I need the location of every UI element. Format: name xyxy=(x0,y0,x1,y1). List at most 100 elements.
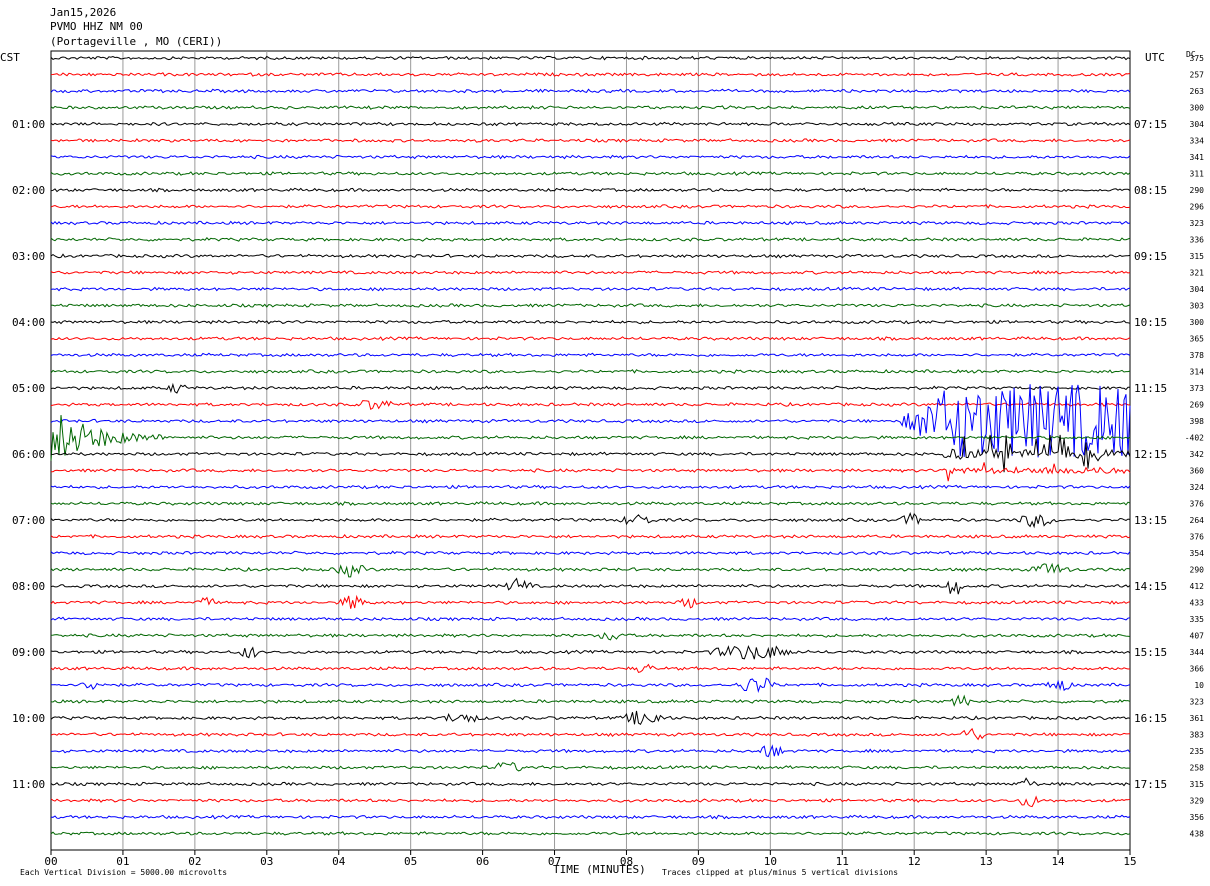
dc-offset-label: 342 xyxy=(1190,450,1205,459)
trace-line-9 xyxy=(50,204,1131,209)
cst-hour-label: 08:00 xyxy=(12,580,45,593)
trace-line-6 xyxy=(50,154,1131,160)
dc-offset-label: 300 xyxy=(1190,318,1205,327)
dc-offset-label: 356 xyxy=(1190,813,1205,822)
dc-offset-label: 366 xyxy=(1190,665,1205,674)
trace-line-12 xyxy=(50,253,1131,259)
dc-offset-label: 398 xyxy=(1190,417,1205,426)
trace-line-41 xyxy=(50,727,1131,741)
trace-line-44 xyxy=(50,777,1131,787)
dc-offset-label: 269 xyxy=(1190,401,1205,410)
utc-hour-label: 10:15 xyxy=(1134,316,1167,329)
trace-line-26 xyxy=(50,484,1131,490)
trace-line-38 xyxy=(50,677,1131,694)
dc-offset-label: 290 xyxy=(1190,566,1205,575)
x-tick-label: 01 xyxy=(116,855,129,868)
x-tick-label: 10 xyxy=(764,855,777,868)
dc-offset-label: 383 xyxy=(1190,731,1205,740)
x-tick-label: 04 xyxy=(332,855,346,868)
dc-offset-label: 324 xyxy=(1190,483,1205,492)
trace-line-39 xyxy=(50,694,1131,707)
trace-line-3 xyxy=(50,105,1131,110)
trace-line-10 xyxy=(50,220,1131,226)
cst-hour-label: 01:00 xyxy=(12,118,45,131)
dc-offset-label: 303 xyxy=(1190,302,1205,311)
clip-note: Traces clipped at plus/minus 5 vertical … xyxy=(662,868,898,877)
dc-offset-label: 361 xyxy=(1190,714,1205,723)
dc-offset-label: 315 xyxy=(1190,780,1205,789)
utc-hour-label: 11:15 xyxy=(1134,382,1167,395)
dc-offset-label: 360 xyxy=(1190,467,1205,476)
left-zone-label: CST xyxy=(0,51,20,64)
trace-line-5 xyxy=(50,138,1131,143)
x-tick-label: 05 xyxy=(404,855,417,868)
trace-line-33 xyxy=(50,594,1131,609)
header-location: (Portageville , MO (CERI)) xyxy=(50,35,222,48)
right-zone-label: UTC xyxy=(1145,51,1165,64)
dc-label: DC xyxy=(1186,50,1196,59)
x-tick-label: 12 xyxy=(908,855,921,868)
trace-line-16 xyxy=(50,319,1131,325)
x-tick-label: 08 xyxy=(620,855,633,868)
trace-line-46 xyxy=(50,814,1131,820)
dc-offset-label: 323 xyxy=(1190,219,1205,228)
dc-offset-label: 341 xyxy=(1190,153,1205,162)
trace-line-43 xyxy=(50,761,1131,772)
dc-offset-label: 258 xyxy=(1190,764,1205,773)
dc-offset-label: 300 xyxy=(1190,104,1205,113)
trace-line-18 xyxy=(50,352,1131,358)
trace-line-14 xyxy=(50,286,1131,292)
chart-header: Jan15,2026 PVMO HHZ NM 00 (Portageville … xyxy=(50,6,222,48)
x-tick-label: 07 xyxy=(548,855,561,868)
dc-offset-label: 304 xyxy=(1190,285,1205,294)
dc-offset-label: 438 xyxy=(1190,830,1205,839)
trace-line-29 xyxy=(50,533,1131,539)
utc-hour-label: 17:15 xyxy=(1134,778,1167,791)
trace-line-4 xyxy=(50,121,1131,127)
dc-offset-label: 296 xyxy=(1190,203,1205,212)
cst-hour-label: 04:00 xyxy=(12,316,45,329)
dc-offset-label: 304 xyxy=(1190,120,1205,129)
x-tick-label: 13 xyxy=(980,855,993,868)
trace-line-0 xyxy=(50,55,1131,61)
dc-offset-label: 373 xyxy=(1190,384,1205,393)
utc-hour-label: 09:15 xyxy=(1134,250,1167,263)
dc-offset-label: 257 xyxy=(1190,71,1205,80)
trace-line-24 xyxy=(50,434,1131,473)
dc-offset-label: 321 xyxy=(1190,269,1205,278)
trace-line-36 xyxy=(50,644,1131,660)
trace-line-27 xyxy=(50,501,1131,507)
cst-hour-label: 11:00 xyxy=(12,778,45,791)
seismic-traces xyxy=(50,55,1131,836)
trace-line-42 xyxy=(50,744,1131,758)
trace-line-40 xyxy=(50,710,1131,726)
trace-line-21 xyxy=(50,400,1130,411)
dc-offset-label: 290 xyxy=(1190,186,1205,195)
dc-offset-labels: 375 257 263 300 304 334 341 311 290 296 323 336 315 3… xyxy=(1185,54,1204,839)
trace-line-47 xyxy=(50,831,1131,836)
trace-line-17 xyxy=(50,336,1131,342)
x-tick-label: 03 xyxy=(260,855,273,868)
utc-hour-label: 07:15 xyxy=(1134,118,1167,131)
scale-note: Each Vertical Division = 5000.00 microvo… xyxy=(20,868,227,877)
dc-offset-label: 344 xyxy=(1190,648,1205,657)
trace-line-7 xyxy=(50,171,1131,177)
x-tick-label: 09 xyxy=(692,855,705,868)
dc-offset-label: 264 xyxy=(1190,516,1205,525)
dc-offset-label: 376 xyxy=(1190,500,1205,509)
trace-line-34 xyxy=(50,616,1131,622)
utc-hour-label: 16:15 xyxy=(1134,712,1167,725)
trace-line-37 xyxy=(50,663,1131,674)
header-station: PVMO HHZ NM 00 xyxy=(50,20,143,33)
trace-line-28 xyxy=(50,512,1131,529)
trace-line-30 xyxy=(50,550,1131,556)
dc-offset-label: 334 xyxy=(1190,137,1205,146)
trace-line-15 xyxy=(50,303,1131,308)
utc-hour-label: 12:15 xyxy=(1134,448,1167,461)
cst-hour-label: 06:00 xyxy=(12,448,45,461)
trace-line-35 xyxy=(50,632,1131,641)
dc-offset-label: 314 xyxy=(1190,368,1205,377)
cst-hour-label: 09:00 xyxy=(12,646,45,659)
x-axis-ticks: 00 01 02 03 04 05 06 07 08 09 10 11 12 13 14 15 xyxy=(44,850,1137,868)
